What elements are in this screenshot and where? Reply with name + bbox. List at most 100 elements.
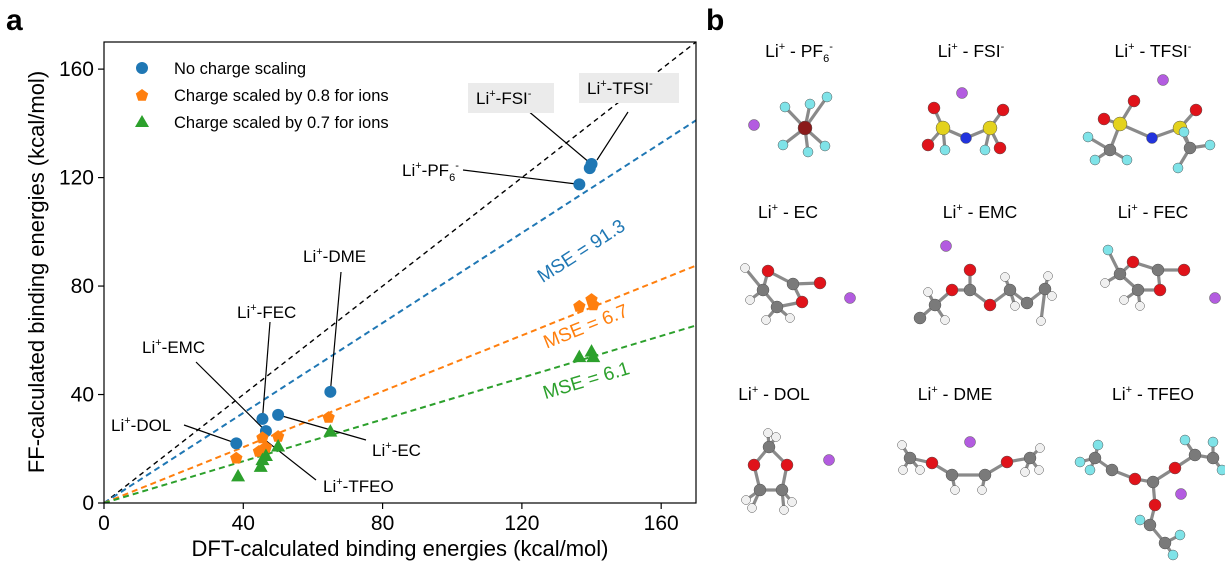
lithium-atom [940, 240, 952, 252]
legend-marker-scaled-0-8 [135, 89, 149, 101]
hydrogen-atom [779, 505, 789, 515]
molecule-title-ec: Li+ - EC [758, 202, 818, 222]
fluorine-atom [1089, 154, 1101, 166]
molecule-structure-emc [913, 240, 1057, 326]
lithium-atom [1175, 488, 1187, 500]
carbon-atom [1206, 451, 1220, 465]
hydrogen-atom [1036, 316, 1046, 326]
fluorine-atom [1082, 131, 1094, 143]
molecule-structure-ec [740, 263, 856, 325]
chart-lines [104, 42, 696, 503]
carbon-atom [1146, 475, 1160, 489]
molecule-title-dme: Li+ - DME [918, 384, 993, 404]
fluorine-atom [979, 144, 991, 156]
legend-label-scaled-0-8: Charge scaled by 0.8 for ions [174, 87, 389, 105]
lithium-atom [1157, 74, 1169, 86]
annotation-leader-line [261, 321, 271, 419]
molecule-structure-fsi [921, 87, 1010, 156]
data-point [259, 440, 273, 453]
mse-label-scaled-0-7: MSE = 6.1 [541, 358, 633, 404]
data-point [253, 459, 268, 472]
hydrogen-atom [747, 503, 757, 513]
fluorine-atom [802, 146, 814, 158]
hydrogen-atom [897, 440, 907, 450]
lithium-atom [844, 292, 856, 304]
data-point [573, 299, 586, 312]
legend-marker-scaled-0-7 [135, 115, 149, 127]
annotation-label-pf6: Li+-PF6- [402, 160, 459, 184]
oxygen-atom [780, 458, 794, 472]
fluorine-atom [1172, 162, 1184, 174]
carbon-atom [1105, 463, 1119, 477]
carbon-atom [1088, 451, 1102, 465]
nitrogen-atom [960, 132, 972, 144]
molecule-title-emc: Li+ - EMC [943, 202, 1018, 222]
fluorine-atom [821, 91, 833, 103]
data-point [258, 448, 273, 462]
x-axis-title: DFT-calculated binding energies (kcal/mo… [192, 536, 609, 561]
annotation-box-fsi [468, 83, 554, 113]
fluorine-atom [1167, 549, 1179, 561]
carbon-atom [1183, 141, 1197, 155]
annotation-leader-line [596, 111, 629, 161]
annotation-label-dme: Li+-DME [303, 246, 366, 266]
hydrogen-atom [923, 287, 933, 297]
hydrogen-atom [740, 263, 750, 273]
hydrogen-atom [785, 313, 795, 323]
molecule-title-tfsi: Li+ - TFSI- [1115, 41, 1192, 61]
carbon-atom [963, 283, 977, 297]
y-tick-label: 120 [59, 167, 94, 190]
y-tick-label: 0 [82, 492, 94, 515]
molecule-titles: Li+ - PF6- Li+ - FSI- Li+ - TFSI- Li+ - … [738, 41, 1194, 404]
lithium-atom [823, 454, 835, 466]
data-point [573, 178, 586, 191]
mse-label-no-scaling: MSE = 91.3 [534, 216, 629, 288]
carbon-atom [753, 483, 767, 497]
binding-energy-scatter-chart: 0 40 80 120 160 0 40 80 120 160 DFT-calculated bi… [24, 41, 697, 561]
x-tick-label: 40 [232, 512, 255, 535]
data-point [230, 437, 243, 450]
y-tick-label: 80 [71, 275, 94, 298]
carbon-atom [756, 283, 770, 297]
hydrogen-atom [1100, 278, 1110, 288]
annotation-label-dol: Li+-DOL [111, 415, 171, 435]
carbon-atom [775, 483, 789, 497]
oxygen-atom [1127, 94, 1141, 108]
data-point [324, 385, 337, 398]
molecule-structures [740, 74, 1225, 561]
hydrogen-atom [763, 428, 773, 438]
hydrogen-atom [745, 295, 755, 305]
legend-label-no-scaling: No charge scaling [174, 60, 306, 78]
plot-frame [103, 41, 697, 504]
data-point [586, 349, 601, 363]
carbon-atom [1103, 143, 1117, 157]
hydrogen-atom [1047, 291, 1057, 301]
molecule-title-tfeo: Li+ - TFEO [1112, 384, 1194, 404]
hydrogen-atom [1020, 467, 1030, 477]
molecule-title-dol: Li+ - DOL [738, 384, 810, 404]
carbon-atom [903, 451, 917, 465]
carbon-atom [1020, 296, 1034, 310]
fluorine-atom [804, 98, 816, 110]
oxygen-atom [1148, 498, 1162, 512]
lithium-atom [964, 436, 976, 448]
carbon-atom [1188, 448, 1202, 462]
carbon-atom [786, 277, 800, 291]
oxygen-atom [927, 101, 941, 115]
annotation-label-fec: Li+-FEC [237, 302, 296, 322]
oxygen-atom [761, 264, 775, 278]
phosphorus-atom [797, 120, 813, 136]
y-tick-label: 160 [59, 58, 94, 81]
data-point [271, 430, 285, 442]
legend-marker-no-scaling [136, 62, 148, 74]
fluorine-atom [1179, 434, 1191, 446]
fluorine-atom [1178, 126, 1190, 138]
panel-a-letter: a [6, 4, 23, 37]
fluorine-atom [777, 139, 789, 151]
oxygen-atom [795, 295, 809, 309]
carbon-atom [1038, 282, 1052, 296]
annotation-leader-line [526, 109, 591, 164]
fluorine-atom [1074, 456, 1086, 468]
oxygen-atom [963, 263, 977, 277]
oxygen-atom [1168, 461, 1182, 475]
